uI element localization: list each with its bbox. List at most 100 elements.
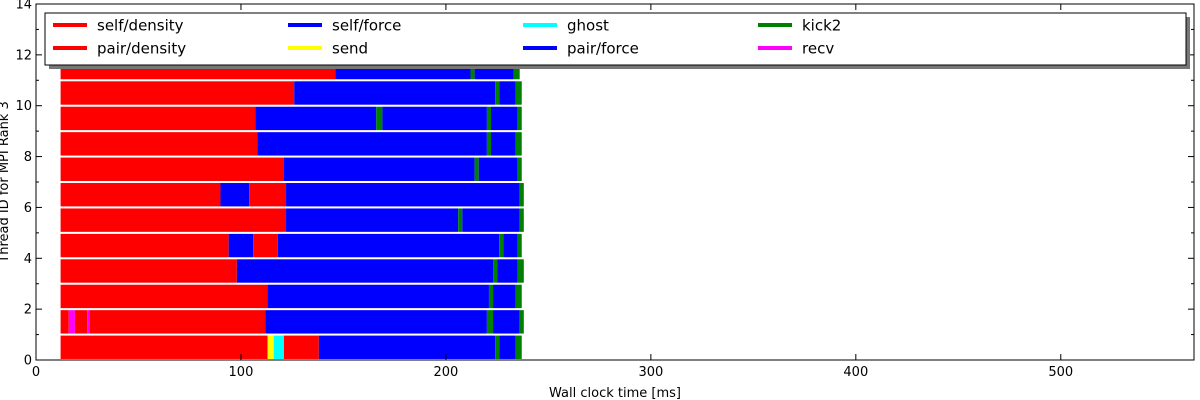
task-segment-send xyxy=(267,335,274,359)
task-segment-force xyxy=(462,208,520,232)
task-segment-kick2 xyxy=(488,284,494,309)
task-segment-force xyxy=(257,132,487,156)
thread-row-5 xyxy=(60,208,524,232)
thread-row-2 xyxy=(60,284,522,309)
task-segment-density xyxy=(284,335,319,359)
task-segment-density xyxy=(60,208,287,232)
y-tick-label: 2 xyxy=(24,303,32,318)
task-segment-force xyxy=(228,233,254,258)
thread-row-6 xyxy=(60,183,524,207)
y-tick-label: 6 xyxy=(24,201,32,216)
thread-row-9 xyxy=(60,106,522,131)
x-tick-label: 200 xyxy=(433,365,458,380)
task-segment-kick2 xyxy=(515,284,522,309)
task-segment-recv xyxy=(87,310,90,334)
y-tick-label: 12 xyxy=(15,48,32,63)
y-tick-label: 0 xyxy=(24,354,32,369)
legend-entry: pair/force xyxy=(523,40,639,58)
legend-label: kick2 xyxy=(802,17,841,35)
task-segment-force xyxy=(497,259,518,283)
y-axis-label: Thread ID for MPI Rank 3 xyxy=(0,101,12,263)
legend-label: pair/force xyxy=(567,40,639,58)
task-segment-kick2 xyxy=(486,132,491,156)
task-segment-kick2 xyxy=(515,335,522,359)
x-tick-label: 300 xyxy=(638,365,663,380)
task-segment-kick2 xyxy=(517,233,522,258)
thread-row-3 xyxy=(60,259,524,283)
task-segment-density xyxy=(60,81,295,105)
task-segment-kick2 xyxy=(519,310,524,334)
task-bars xyxy=(60,55,524,359)
task-segment-force xyxy=(294,81,496,105)
thread-row-10 xyxy=(60,81,522,105)
thread-row-7 xyxy=(60,157,522,181)
legend-entry: recv xyxy=(758,40,834,58)
task-segment-kick2 xyxy=(493,259,498,283)
task-segment-kick2 xyxy=(495,335,500,359)
task-segment-density xyxy=(74,310,88,334)
task-segment-force xyxy=(267,284,489,309)
task-segment-force xyxy=(493,284,516,309)
task-segment-density xyxy=(60,106,256,131)
task-segment-density xyxy=(60,310,69,334)
task-segment-density xyxy=(60,284,268,309)
y-tick-label: 10 xyxy=(15,99,32,114)
task-segment-kick2 xyxy=(458,208,463,232)
task-segment-density xyxy=(60,233,229,258)
y-tick-label: 4 xyxy=(24,252,32,267)
task-segment-force xyxy=(499,335,516,359)
task-segment-density xyxy=(60,132,258,156)
task-segment-kick2 xyxy=(519,208,524,232)
x-tick-label: 100 xyxy=(229,365,254,380)
legend-label: ghost xyxy=(567,17,609,35)
task-segment-kick2 xyxy=(517,259,524,283)
task-segment-force xyxy=(491,106,518,131)
task-segment-force xyxy=(286,208,459,232)
task-segment-recv xyxy=(68,310,75,334)
task-segment-force xyxy=(478,157,518,181)
legend-entry: kick2 xyxy=(758,17,841,35)
task-segment-kick2 xyxy=(519,183,524,207)
legend-entry: self/density xyxy=(53,17,184,35)
task-segment-force xyxy=(255,106,377,131)
task-segment-kick2 xyxy=(517,157,522,181)
task-segment-density xyxy=(60,335,268,359)
x-tick-label: 400 xyxy=(843,365,868,380)
task-segment-force xyxy=(284,157,475,181)
task-segment-kick2 xyxy=(376,106,383,131)
y-tick-label: 8 xyxy=(24,150,32,165)
task-segment-kick2 xyxy=(515,81,522,105)
x-tick-label: 0 xyxy=(32,365,40,380)
legend: self/density pair/density self/force send gh… xyxy=(44,12,1190,69)
task-segment-kick2 xyxy=(486,310,494,334)
axis-ticks: 0 100 200 300 400 500 0 2 4 6 8 10 12 14 xyxy=(15,0,1194,380)
task-segment-density xyxy=(89,310,266,334)
task-segment-force xyxy=(236,259,494,283)
thread-row-1 xyxy=(60,310,524,334)
x-axis-label: Wall clock time [ms] xyxy=(549,386,681,400)
task-segment-force xyxy=(499,81,516,105)
task-segment-kick2 xyxy=(474,157,479,181)
task-segment-kick2 xyxy=(499,233,504,258)
task-segment-kick2 xyxy=(517,106,522,131)
task-segment-force xyxy=(493,310,520,334)
task-segment-density xyxy=(253,233,278,258)
task-segment-kick2 xyxy=(486,106,491,131)
legend-label: recv xyxy=(802,40,834,58)
task-segment-density xyxy=(249,183,287,207)
legend-label: pair/density xyxy=(97,40,186,58)
legend-label: self/force xyxy=(332,17,401,35)
y-tick-label: 14 xyxy=(15,0,32,13)
thread-row-8 xyxy=(60,132,522,156)
legend-label: self/density xyxy=(97,17,184,35)
task-segment-force xyxy=(277,233,500,258)
task-segment-force xyxy=(220,183,250,207)
task-segment-kick2 xyxy=(495,81,500,105)
task-segment-kick2 xyxy=(515,132,522,156)
task-segment-force xyxy=(265,310,487,334)
task-segment-force xyxy=(286,183,520,207)
legend-entry: ghost xyxy=(523,17,609,35)
task-segment-ghost xyxy=(273,335,284,359)
legend-label: send xyxy=(332,40,368,58)
